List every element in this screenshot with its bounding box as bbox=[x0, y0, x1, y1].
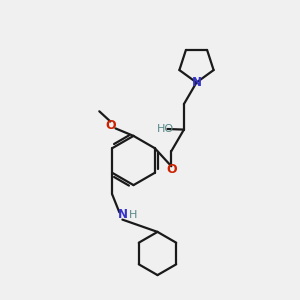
Text: H: H bbox=[129, 210, 137, 220]
Text: N: N bbox=[117, 208, 128, 221]
Text: N: N bbox=[192, 76, 202, 89]
Text: O: O bbox=[166, 163, 177, 176]
Text: HO: HO bbox=[157, 124, 174, 134]
Text: O: O bbox=[105, 119, 116, 132]
